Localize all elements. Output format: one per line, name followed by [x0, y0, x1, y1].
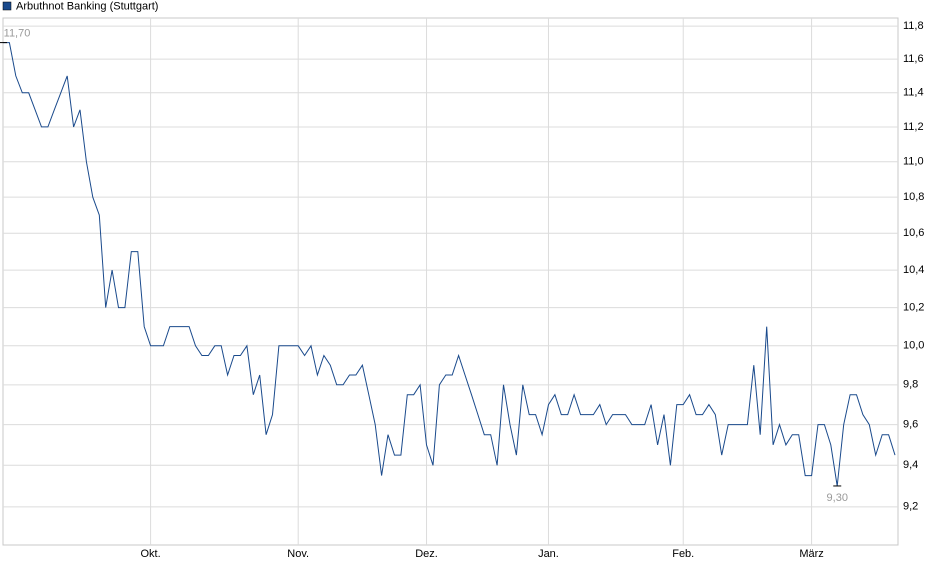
legend-label: Arbuthnot Banking (Stuttgart): [16, 0, 158, 12]
y-tick-label: 11,8: [903, 20, 924, 32]
y-tick-label: 11,0: [903, 156, 924, 168]
x-tick-label: Feb.: [672, 548, 694, 560]
y-tick-label: 9,8: [903, 379, 918, 391]
x-tick-label: März: [799, 548, 823, 560]
x-tick-label: Jan.: [538, 548, 559, 560]
x-tick-label: Okt.: [141, 548, 161, 560]
plot-frame: [2, 17, 899, 546]
y-tick-label: 9,4: [903, 459, 918, 471]
y-tick-label: 10,8: [903, 191, 924, 203]
y-tick-label: 9,6: [903, 419, 918, 431]
value-label: 11,70: [4, 28, 31, 40]
price-line: [3, 42, 896, 487]
y-tick-label: 9,2: [903, 501, 918, 513]
y-tick-label: 10,4: [903, 264, 924, 276]
x-tick-label: Nov.: [287, 548, 309, 560]
value-label: 9,30: [827, 492, 848, 504]
legend-swatch: [2, 1, 12, 11]
y-tick-label: 10,0: [903, 340, 924, 352]
y-tick-label: 11,6: [903, 53, 924, 65]
y-tick-label: 10,6: [903, 227, 924, 239]
x-tick-label: Dez.: [415, 548, 438, 560]
y-tick-label: 11,2: [903, 121, 924, 133]
y-tick-label: 10,2: [903, 301, 924, 313]
y-tick-label: 11,4: [903, 87, 924, 99]
